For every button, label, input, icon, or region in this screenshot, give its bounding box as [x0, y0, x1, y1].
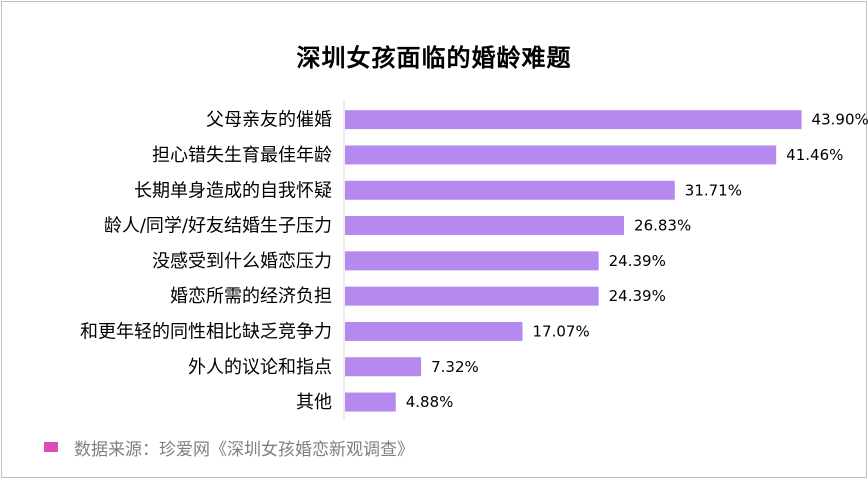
bar — [345, 392, 396, 412]
category-label: 其他 — [296, 392, 332, 413]
category-label: 没感受到什么婚恋压力 — [152, 250, 332, 272]
chart-title: 深圳女孩面临的婚龄难题 — [296, 44, 572, 72]
category-label: 外人的议论和指点 — [188, 357, 332, 378]
data-label: 31.71% — [685, 181, 742, 199]
legend-swatch-icon — [44, 442, 58, 452]
source-text: 数据来源：珍爱网《深圳女孩婚恋新观调查》 — [74, 439, 414, 460]
data-label: 43.90% — [812, 111, 868, 129]
category-label: 和更年轻的同性相比缺乏竞争力 — [80, 321, 332, 342]
category-label: 龄人/同学/好友结婚生子压力 — [104, 216, 332, 237]
bar — [345, 216, 625, 236]
bar — [345, 110, 802, 130]
data-label: 24.39% — [609, 287, 666, 305]
data-label: 7.32% — [431, 358, 479, 376]
category-label: 担心错失生育最佳年龄 — [152, 145, 332, 166]
source-note: 数据来源：珍爱网《深圳女孩婚恋新观调查》 — [44, 435, 414, 460]
bar — [345, 251, 599, 271]
category-label: 长期单身造成的自我怀疑 — [134, 180, 332, 201]
bar — [345, 321, 523, 341]
data-label: 4.88% — [406, 393, 454, 411]
data-label: 24.39% — [609, 252, 666, 270]
category-label: 婚恋所需的经济负担 — [170, 285, 332, 307]
data-label: 26.83% — [634, 217, 691, 235]
bar — [345, 145, 777, 165]
data-label: 17.07% — [533, 322, 590, 340]
bar — [345, 180, 675, 200]
bar — [345, 286, 599, 306]
bar — [345, 357, 422, 377]
category-label: 父母亲友的催婚 — [206, 110, 332, 131]
data-label: 41.46% — [786, 146, 843, 164]
